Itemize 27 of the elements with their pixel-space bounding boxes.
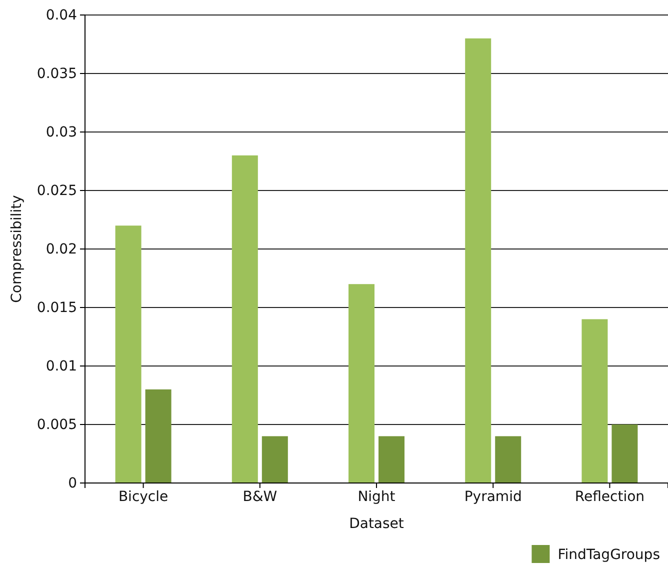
x-tick-label: Pyramid <box>464 488 522 505</box>
legend-label: FindTagGroups <box>558 547 660 563</box>
y-tick-label: 0.03 <box>46 124 77 140</box>
x-tick-label: Reflection <box>574 488 645 505</box>
y-tick-label: 0.04 <box>46 7 78 24</box>
y-tick-label: 0.015 <box>36 300 77 316</box>
y-tick-label: 0.025 <box>36 182 77 199</box>
bar <box>612 424 638 483</box>
bar <box>145 389 172 483</box>
x-tick-label: B&W <box>242 488 278 505</box>
bar <box>465 38 492 483</box>
y-tick-label: 0.02 <box>46 241 77 258</box>
bar <box>378 436 404 483</box>
y-tick-label: 0.01 <box>46 358 77 374</box>
bar <box>232 155 258 483</box>
y-tick-label: 0.035 <box>36 66 77 82</box>
bar <box>262 436 288 483</box>
y-axis-title: Compressibility <box>9 195 25 303</box>
x-axis-title: Dataset <box>349 516 404 532</box>
x-tick-label: Bicycle <box>118 488 168 505</box>
bar <box>495 436 522 483</box>
y-tick-label: 0 <box>68 475 77 492</box>
bar <box>348 284 374 483</box>
bar <box>582 319 608 483</box>
y-tick-label: 0.005 <box>36 416 77 433</box>
x-tick-label: Night <box>358 488 396 505</box>
bar <box>115 226 142 483</box>
